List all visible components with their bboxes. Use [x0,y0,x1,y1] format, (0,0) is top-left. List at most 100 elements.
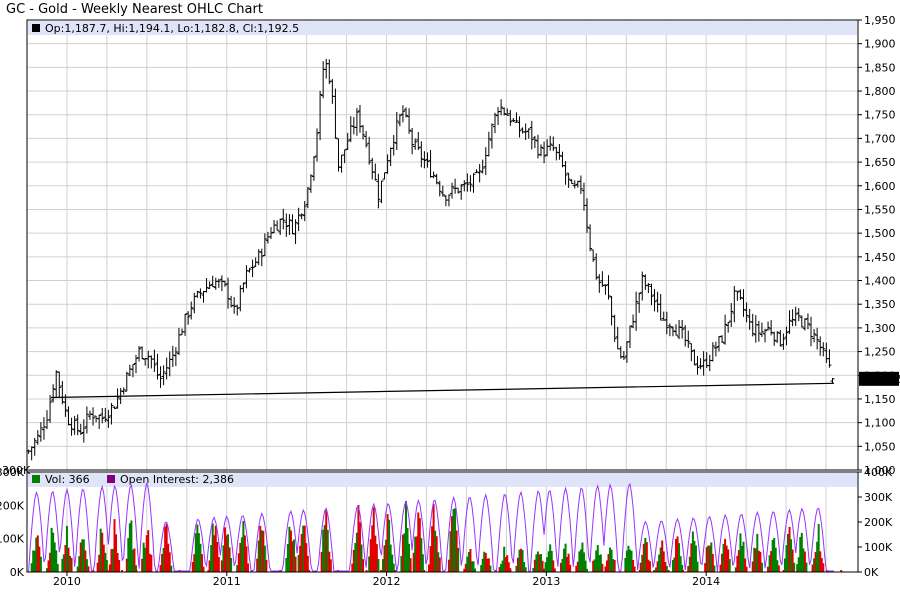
volume-bar [412,552,415,572]
volume-bar [544,562,547,572]
volume-bar [127,538,130,572]
volume-bar [383,545,386,572]
volume-bar [102,544,105,572]
ohlc-bar [778,330,783,347]
x-tick-label: 2011 [213,575,241,588]
volume-bar [489,565,492,572]
volume-bar [466,556,469,572]
ohlc-bar [173,347,178,366]
volume-bar [767,566,770,572]
ohlc-bar [327,59,332,85]
ohlc-bar [422,151,427,169]
volume-bar [354,543,357,572]
volume-bar [688,556,691,572]
ohlc-bar [299,213,304,220]
volume-bar [374,535,377,572]
volume-bar [145,535,148,572]
volume-bar [414,536,417,572]
ohlc-bar [815,327,820,350]
volume-bar [641,554,644,572]
ohlc-bar [652,289,657,312]
volume-bars [30,501,843,572]
ohlc-bar [775,331,780,343]
volume-bar [840,570,843,572]
price-panel [26,19,859,471]
volume-bar [566,570,569,572]
volume-bar [36,535,39,572]
ohlc-bar [720,335,725,343]
volume-bar [167,543,170,572]
volume-bar [601,563,604,572]
volume-bar [547,551,550,572]
volume-bar [293,570,296,572]
ohlc-bar [606,275,611,300]
ohlc-bar [563,160,568,185]
ohlc-bar [198,288,203,299]
ohlc-bar [532,135,537,149]
volume-bar [506,555,509,572]
ohlc-bar [140,346,145,360]
volume-bar [744,558,747,572]
volume-bar [101,532,104,572]
volume-left-tick-label: 300K [0,466,25,479]
volume-bar [624,570,627,572]
ohlc-bar [161,365,166,386]
volume-bar [604,566,607,572]
ohlc-bar [247,268,252,273]
volume-bar [225,535,228,572]
volume-bar [771,540,774,572]
volume-bar [435,536,438,572]
volume-bar [724,538,727,572]
ohlc-bar [336,138,341,172]
ohlc-bar [698,358,703,370]
volume-bar [259,525,262,572]
ohlc-bar [115,388,120,409]
ohlc-bar [781,333,786,350]
volume-bar [34,570,37,572]
volume-bar [605,560,608,572]
volume-left-tick-label: 0K [10,566,25,579]
volume-bar [673,557,676,572]
volume-bar [69,555,72,572]
volume-bar [740,545,743,572]
volume-bar [464,563,467,572]
ohlc-bar [695,356,700,375]
volume-bar [811,564,814,572]
ohlc-bar [637,292,642,313]
volume-bar [352,549,355,572]
volume-bar [813,558,816,572]
volume-bar [788,526,791,572]
volume-bar [104,552,107,572]
ohlc-bar [437,180,442,197]
volume-bar [429,546,432,572]
volume-bar [582,552,585,572]
volume-bar [408,543,411,572]
ohlc-bar [821,342,826,357]
volume-bar [227,534,230,572]
volume-bar [664,562,667,572]
volume-bar [81,539,84,572]
ohlc-bar [539,144,544,157]
ohlc-bar [333,88,338,139]
ohlc-bar [588,224,593,252]
volume-bar [135,570,138,572]
volume-bar [546,557,549,572]
volume-bar [782,570,785,572]
volume-bar [596,545,599,572]
volume-bar [406,527,409,572]
ohlc-bar [486,131,491,157]
volume-bar [787,533,790,572]
ohlc-bar [155,353,160,380]
volume-bar [428,564,431,572]
volume-bar [115,534,118,572]
ohlc-bar [489,123,494,149]
ohlc-bar [508,109,513,126]
volume-bar [84,550,87,572]
volume-bar [285,558,288,572]
volume-bar [99,528,102,572]
volume-bar [70,557,73,572]
volume-bar [306,555,309,572]
ohlc-bar [769,320,774,336]
volume-bar [632,559,635,572]
